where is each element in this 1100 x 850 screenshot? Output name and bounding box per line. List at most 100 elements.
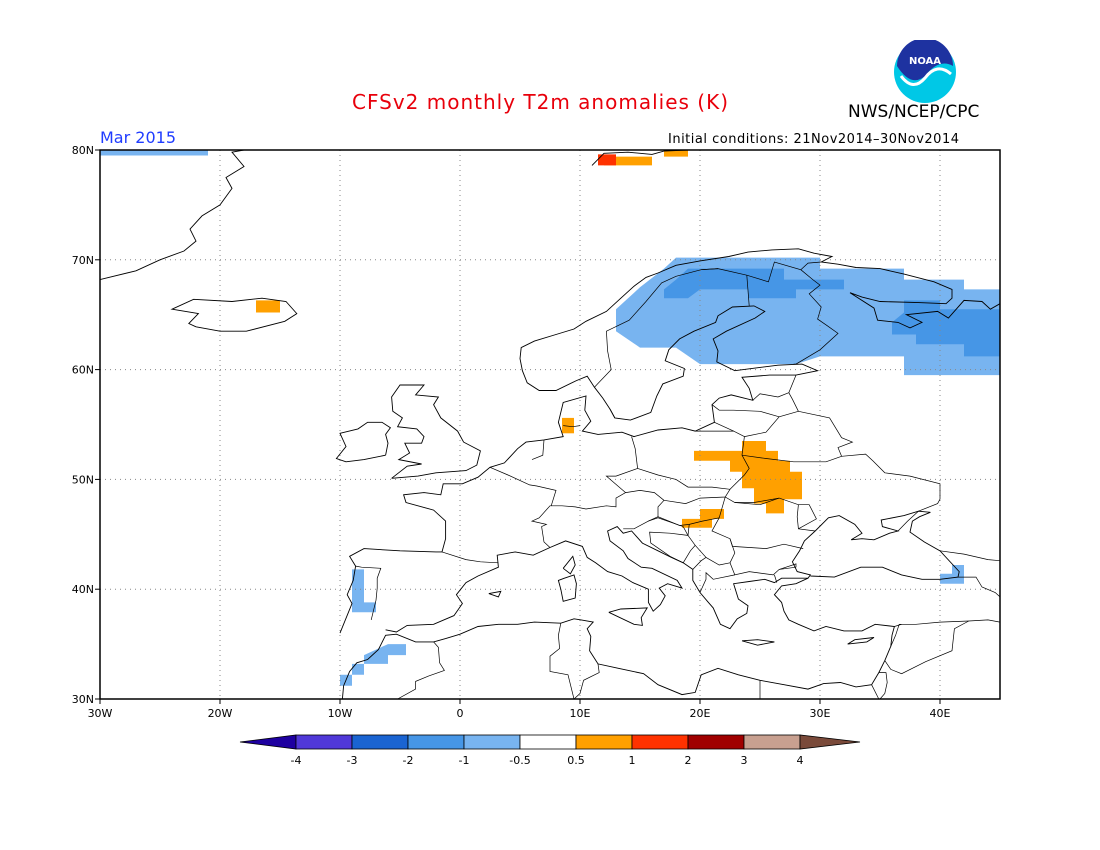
country-border <box>711 404 780 418</box>
country-border <box>530 490 665 548</box>
coastline <box>100 150 245 281</box>
lat-tick-label: 50N <box>72 473 94 486</box>
anomaly-hungary-warm <box>682 509 724 528</box>
anomaly-svalbard-warm-2 <box>664 150 688 157</box>
coastline <box>741 639 775 646</box>
anomaly-northern-russia-core <box>664 268 844 299</box>
colorbar-box <box>463 734 521 750</box>
colorbar-label: 4 <box>797 754 804 767</box>
country-border <box>798 504 817 530</box>
country-border <box>894 623 902 627</box>
country-border <box>699 571 735 593</box>
agency-label: NWS/NCEP/CPC <box>848 102 980 122</box>
anomaly-regions <box>100 150 1000 686</box>
coastline <box>608 607 649 626</box>
colorbar: -4 -3 -2 -1 -0.5 0.5 1 2 3 4 <box>239 734 861 767</box>
anomaly-iceland-warm <box>256 300 280 313</box>
colorbar-label: -4 <box>291 754 302 767</box>
anomaly-black-sea-east-cold <box>940 565 964 584</box>
coastline <box>847 637 875 645</box>
logo-wave-line <box>899 67 952 86</box>
lat-lon-grid <box>100 150 1000 699</box>
coastline <box>391 384 481 479</box>
country-border <box>705 557 731 566</box>
colorbar-box <box>631 734 689 750</box>
country-borders <box>355 261 1000 699</box>
colorbar-box <box>687 734 745 750</box>
coastline <box>488 590 502 598</box>
lon-tick-label: 30W <box>88 707 113 720</box>
country-border <box>884 620 969 675</box>
colorbar-box <box>575 734 633 750</box>
colorbar-label: -0.5 <box>509 754 530 767</box>
country-border <box>531 439 545 460</box>
lon-tick-label: 30E <box>810 707 831 720</box>
country-border <box>549 623 575 699</box>
country-border <box>779 563 797 570</box>
country-border <box>752 392 789 401</box>
axis-ticks: 30W 20W 10W 0 10E 20E 30E 40E 30N 40N 50N 60N 70N 80N <box>72 144 951 720</box>
colorbar-arrow-high <box>799 734 861 750</box>
country-border <box>734 497 780 506</box>
colorbar-label: -1 <box>459 754 470 767</box>
country-border <box>939 550 1000 562</box>
country-border <box>594 268 719 388</box>
lon-tick-label: 10E <box>570 707 591 720</box>
colorbar-label: 0.5 <box>567 754 585 767</box>
coastline <box>335 421 392 463</box>
country-border <box>878 672 888 699</box>
initial-conditions: Initial conditions: 21Nov2014–30Nov2014 <box>668 132 960 147</box>
colorbar-label: -2 <box>403 754 414 767</box>
lon-tick-label: 20W <box>208 707 233 720</box>
coastlines <box>100 150 1000 699</box>
lat-tick-label: 70N <box>72 254 94 267</box>
country-border <box>663 489 731 504</box>
lon-tick-label: 0 <box>457 707 464 720</box>
country-border <box>793 269 839 365</box>
country-border <box>573 663 600 699</box>
logo-text: NOAA <box>909 56 941 67</box>
colorbar-label: -3 <box>347 754 358 767</box>
country-border <box>958 576 1000 598</box>
anomaly-svalbard-hot <box>598 154 616 166</box>
lat-tick-label: 40N <box>72 583 94 596</box>
lat-tick-label: 30N <box>72 693 94 706</box>
country-border <box>841 453 941 512</box>
colorbar-arrow-low <box>239 734 297 750</box>
colorbar-box <box>743 734 801 750</box>
country-border <box>396 641 445 699</box>
colorbar-label: 2 <box>685 754 692 767</box>
country-border <box>744 374 799 437</box>
country-border <box>355 565 382 620</box>
country-border <box>871 684 880 699</box>
country-border <box>609 408 616 419</box>
noaa-logo: NOAA <box>894 40 956 103</box>
country-border <box>890 619 1000 647</box>
country-border <box>648 517 689 564</box>
country-border <box>741 410 854 463</box>
forecast-month: Mar 2015 <box>100 128 176 147</box>
country-border <box>692 545 707 570</box>
lon-tick-label: 40E <box>930 707 951 720</box>
colorbar-box <box>295 734 353 750</box>
country-border <box>774 574 778 583</box>
anomaly-svalbard-cold <box>100 150 208 156</box>
country-border <box>897 510 919 532</box>
colorbar-box <box>407 734 465 750</box>
country-border <box>701 261 822 283</box>
lon-tick-label: 20E <box>690 707 711 720</box>
lon-tick-label: 10W <box>328 707 353 720</box>
anomaly-denmark-warm <box>562 417 574 434</box>
anomaly-portugal-cold <box>352 569 376 613</box>
anomaly-morocco-cold <box>340 644 406 686</box>
chart-title: CFSv2 monthly T2m anomalies (K) <box>352 90 729 114</box>
country-border <box>489 466 557 506</box>
coastline <box>385 510 960 633</box>
colorbar-label: 3 <box>741 754 748 767</box>
colorbar-label: 1 <box>629 754 636 767</box>
map-frame <box>99 149 1001 700</box>
country-border <box>563 425 581 428</box>
colorbar-box <box>519 734 577 750</box>
country-border <box>605 436 638 493</box>
